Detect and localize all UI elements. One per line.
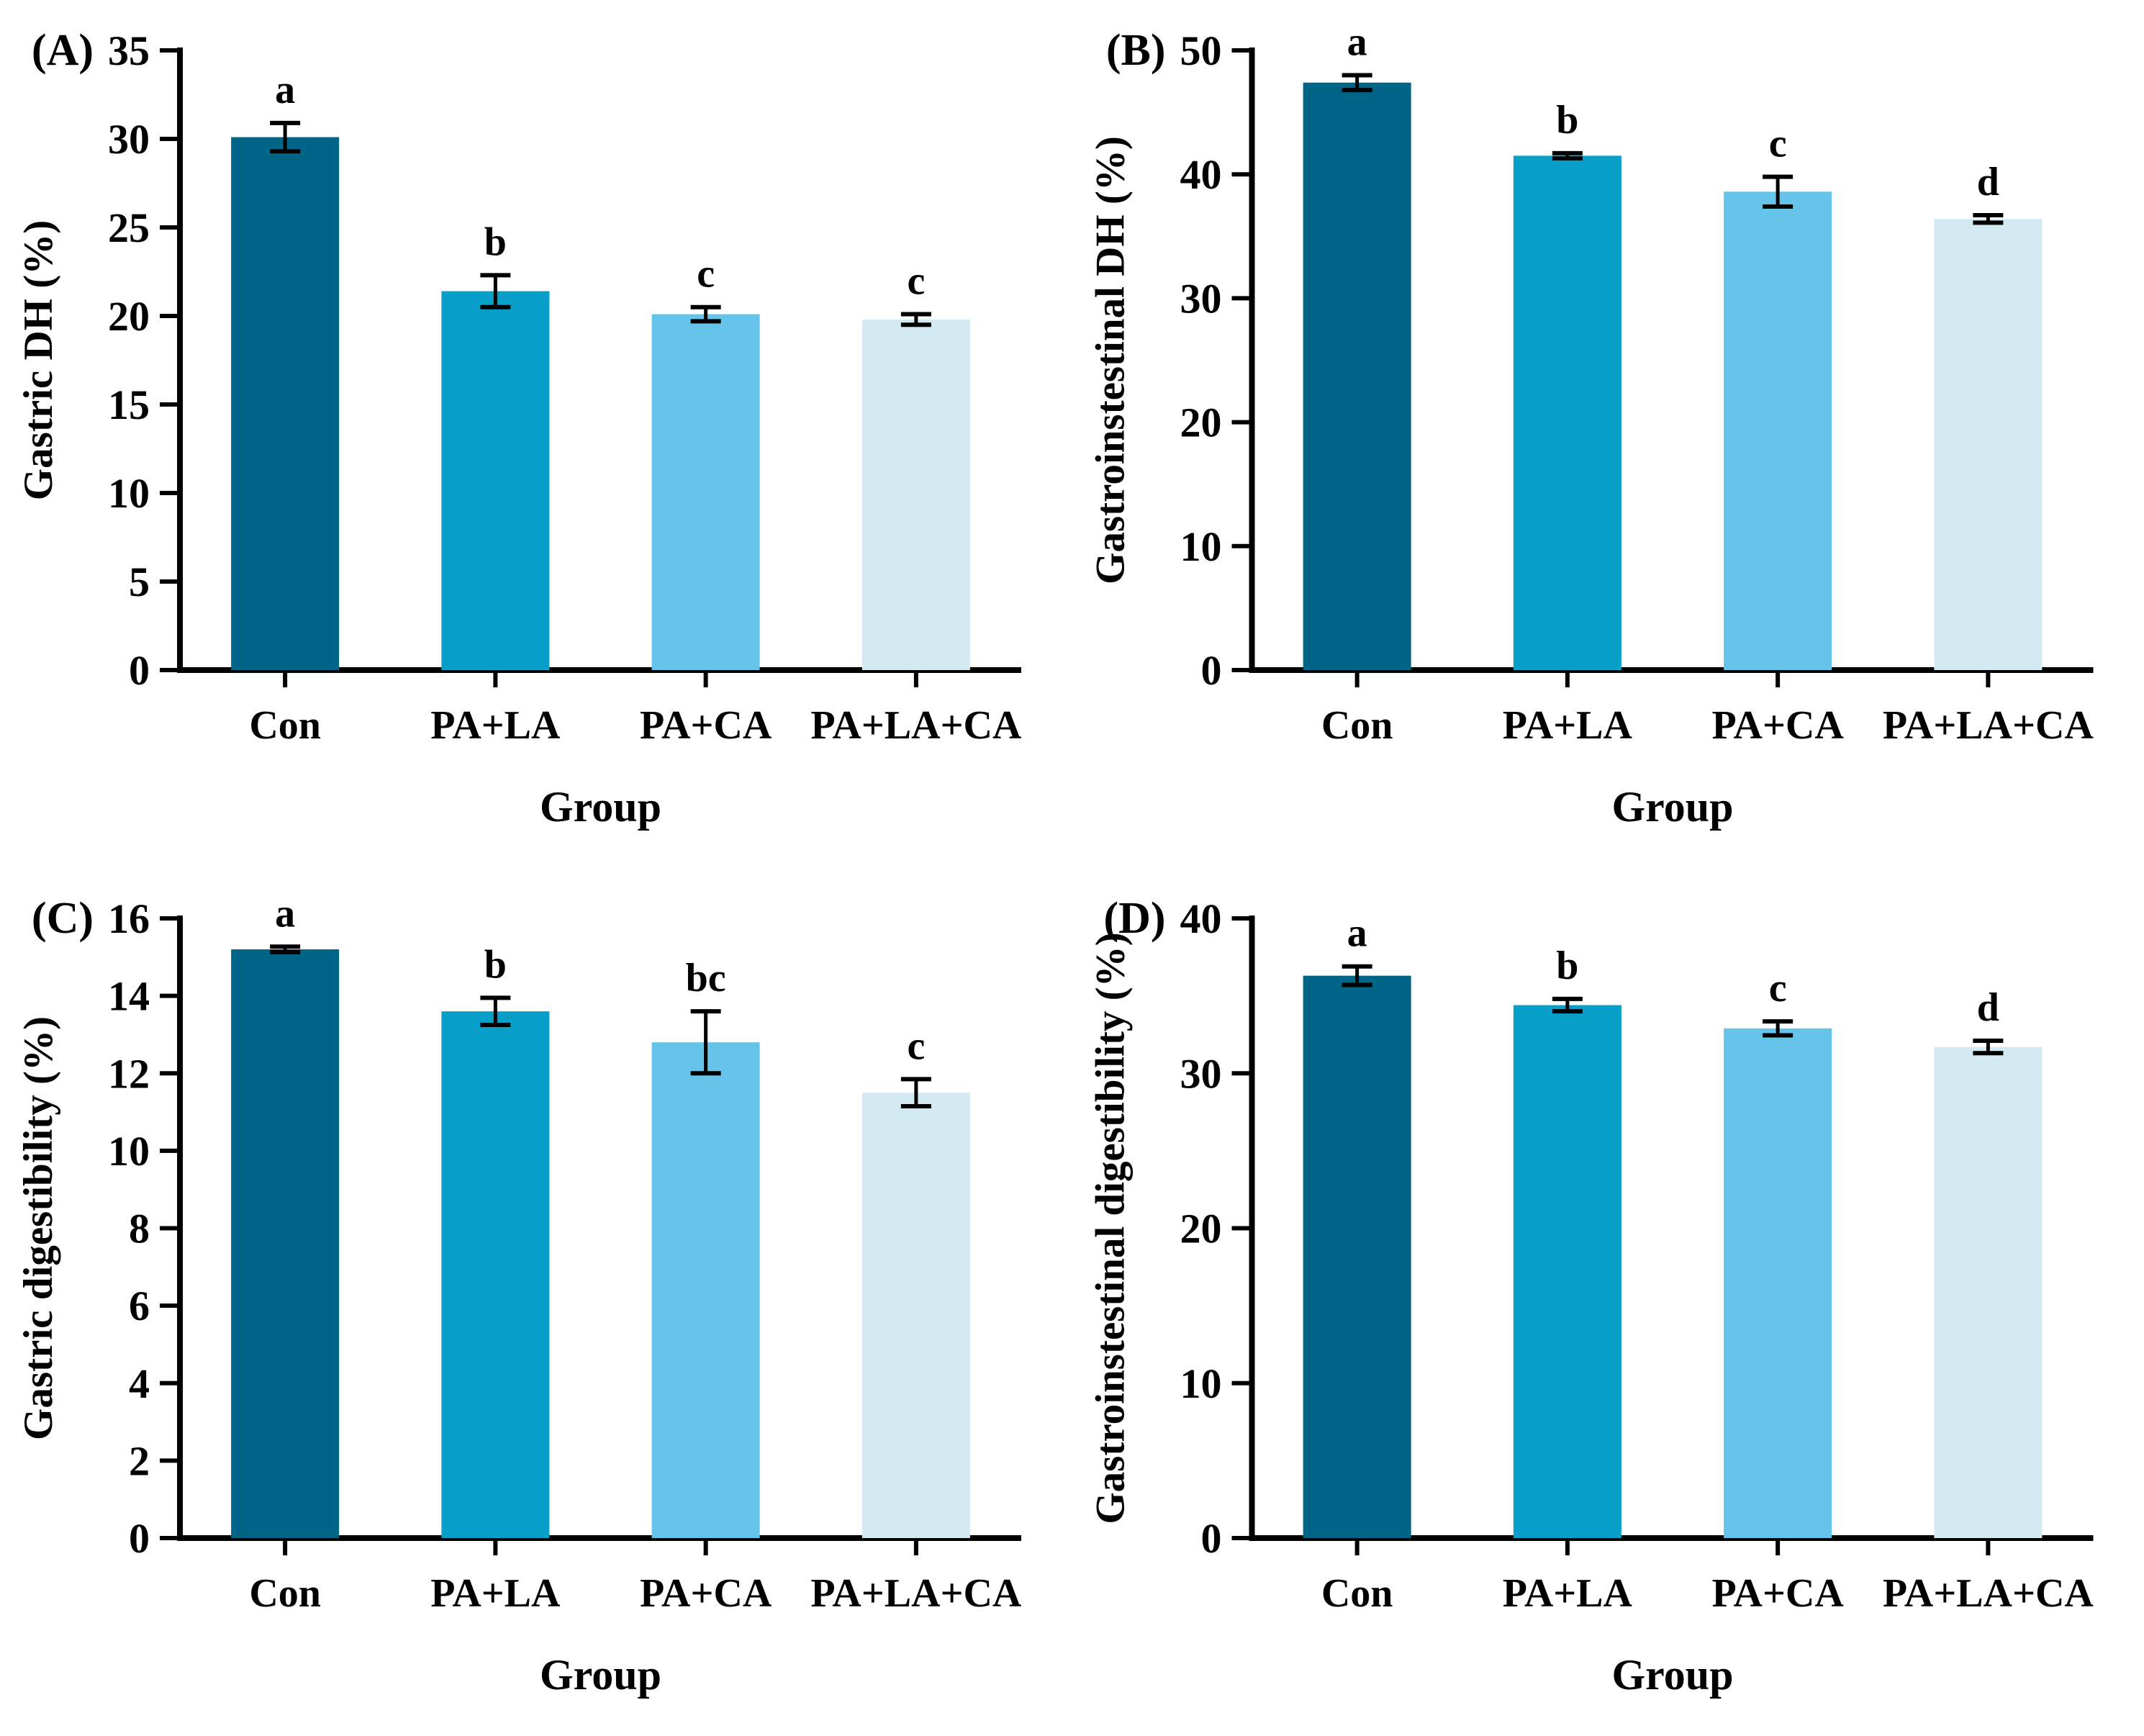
y-tick-label: 16 [108, 895, 150, 942]
bar-PA+LA [1513, 155, 1621, 670]
y-tick-label: 0 [129, 1515, 150, 1562]
sig-letter: c [697, 252, 715, 297]
x-category-label: PA+LA+CA [810, 703, 1022, 748]
x-category-label: PA+CA [1711, 703, 1844, 748]
panel-tag-D: (D) [1103, 894, 1165, 943]
chart-B: 0 10 20 30 40 50 (B) Gastroinstestinal DH (%) a C… [1088, 19, 2094, 831]
y-tick-label: 15 [108, 381, 150, 428]
x-category-label: Con [1321, 703, 1393, 748]
y-tick-label: 5 [129, 559, 150, 605]
y-tick-label: 0 [1201, 647, 1222, 694]
x-category-label: Con [1321, 1571, 1393, 1616]
y-axis-title: Gastric digestibility (%) [16, 1016, 61, 1440]
y-tick-label: 40 [1180, 151, 1222, 198]
y-tick-label: 30 [108, 116, 150, 163]
panel-a: 0 5 10 15 20 25 30 35 (A) Gastric DH (%) a Con b PA+L… [0, 0, 1072, 868]
x-category-label: PA+LA+CA [810, 1571, 1022, 1616]
y-tick-label: 40 [1180, 895, 1222, 942]
panel-b: 0 10 20 30 40 50 (B) Gastroinstestinal DH (%) a C… [1072, 0, 2144, 868]
y-tick-label: 10 [108, 1128, 150, 1175]
x-category-label: PA+LA+CA [1883, 703, 2094, 748]
sig-letter: c [1769, 122, 1787, 166]
x-category-label: PA+LA [1503, 1571, 1633, 1616]
bar-PA+LA [441, 291, 550, 670]
panel-c: 0 2 4 6 8 10 12 14 16 (C) Gastric digestibility (%… [0, 868, 1072, 1736]
x-category-label: PA+LA [430, 703, 561, 748]
bar-PA+LA+CA [861, 1093, 970, 1538]
y-tick-label: 30 [1180, 275, 1222, 322]
bar-Con [1303, 975, 1411, 1538]
bar-PA+LA+CA [861, 319, 970, 670]
panel-tag-B: (B) [1106, 26, 1166, 75]
x-category-label: Con [249, 703, 321, 748]
y-tick-label: 30 [1180, 1050, 1222, 1097]
y-tick-label: 10 [108, 470, 150, 517]
y-tick-label: 20 [1180, 1206, 1222, 1252]
y-tick-label: 10 [1180, 523, 1222, 570]
bar-Con [231, 137, 340, 671]
sig-letter: b [1556, 944, 1578, 988]
bar-PA+CA [651, 1042, 760, 1538]
y-axis-title: Gastroinstestinal digestibility (%) [1088, 932, 1134, 1524]
x-category-label: PA+CA [1711, 1571, 1844, 1616]
bar-Con [1303, 82, 1411, 671]
chart-C: 0 2 4 6 8 10 12 14 16 (C) Gastric digestibility (%… [16, 891, 1022, 1699]
y-tick-label: 50 [1180, 27, 1222, 74]
y-tick-label: 12 [108, 1050, 150, 1097]
y-axis-title: Gastric DH (%) [16, 220, 61, 500]
y-tick-label: 6 [129, 1283, 150, 1329]
y-tick-label: 20 [1180, 399, 1222, 446]
sig-letter: a [275, 891, 295, 936]
sig-letter: c [1769, 966, 1787, 1011]
bar-PA+LA [441, 1011, 550, 1538]
bar-PA+CA [1724, 191, 1832, 671]
x-category-label: PA+LA [430, 1571, 561, 1616]
sig-letter: c [907, 259, 925, 304]
bar-PA+CA [651, 314, 760, 670]
y-tick-label: 10 [1180, 1360, 1222, 1407]
bar-PA+LA+CA [1934, 1046, 2043, 1538]
x-category-label: PA+CA [640, 1571, 772, 1616]
bar-Con [231, 949, 340, 1538]
x-axis-title: Group [1612, 1651, 1734, 1699]
x-category-label: PA+CA [640, 703, 772, 748]
chart-A: 0 5 10 15 20 25 30 35 (A) Gastric DH (%) a Con b PA+L… [16, 26, 1022, 831]
sig-letter: a [275, 68, 295, 112]
y-tick-label: 14 [108, 973, 150, 1020]
panel-tag-A: (A) [32, 26, 94, 75]
y-tick-label: 0 [1201, 1515, 1222, 1562]
sig-letter: b [1556, 98, 1578, 143]
sig-letter: a [1347, 19, 1367, 64]
x-category-label: PA+LA [1503, 703, 1633, 748]
x-axis-title: Group [540, 783, 661, 831]
bar-PA+CA [1724, 1028, 1832, 1538]
sig-letter: a [1347, 911, 1367, 956]
y-axis-title: Gastroinstestinal DH (%) [1088, 136, 1134, 584]
panel-tag-C: (C) [32, 894, 94, 943]
y-tick-label: 4 [129, 1360, 150, 1407]
panel-d: 0 10 20 30 40 (D) Gastroinstestinal digestibil… [1072, 868, 2144, 1736]
y-tick-label: 20 [108, 293, 150, 340]
x-category-label: PA+LA+CA [1883, 1571, 2094, 1616]
y-tick-label: 25 [108, 204, 150, 251]
x-axis-title: Group [1612, 783, 1734, 831]
x-axis-title: Group [540, 1651, 661, 1699]
sig-letter: d [1977, 985, 1999, 1030]
sig-letter: b [484, 220, 507, 264]
sig-letter: bc [686, 956, 726, 1000]
x-category-label: Con [249, 1571, 321, 1616]
y-tick-label: 8 [129, 1206, 150, 1252]
y-tick-label: 0 [129, 647, 150, 694]
y-tick-label: 2 [129, 1437, 150, 1484]
sig-letter: d [1977, 160, 1999, 204]
sig-letter: c [907, 1023, 925, 1068]
bar-PA+LA+CA [1934, 219, 2043, 670]
sig-letter: b [484, 942, 507, 987]
chart-D: 0 10 20 30 40 (D)Gastroinstestinal digestibil… [1088, 894, 2094, 1699]
y-tick-label: 35 [108, 27, 150, 74]
bar-PA+LA [1513, 1005, 1621, 1538]
